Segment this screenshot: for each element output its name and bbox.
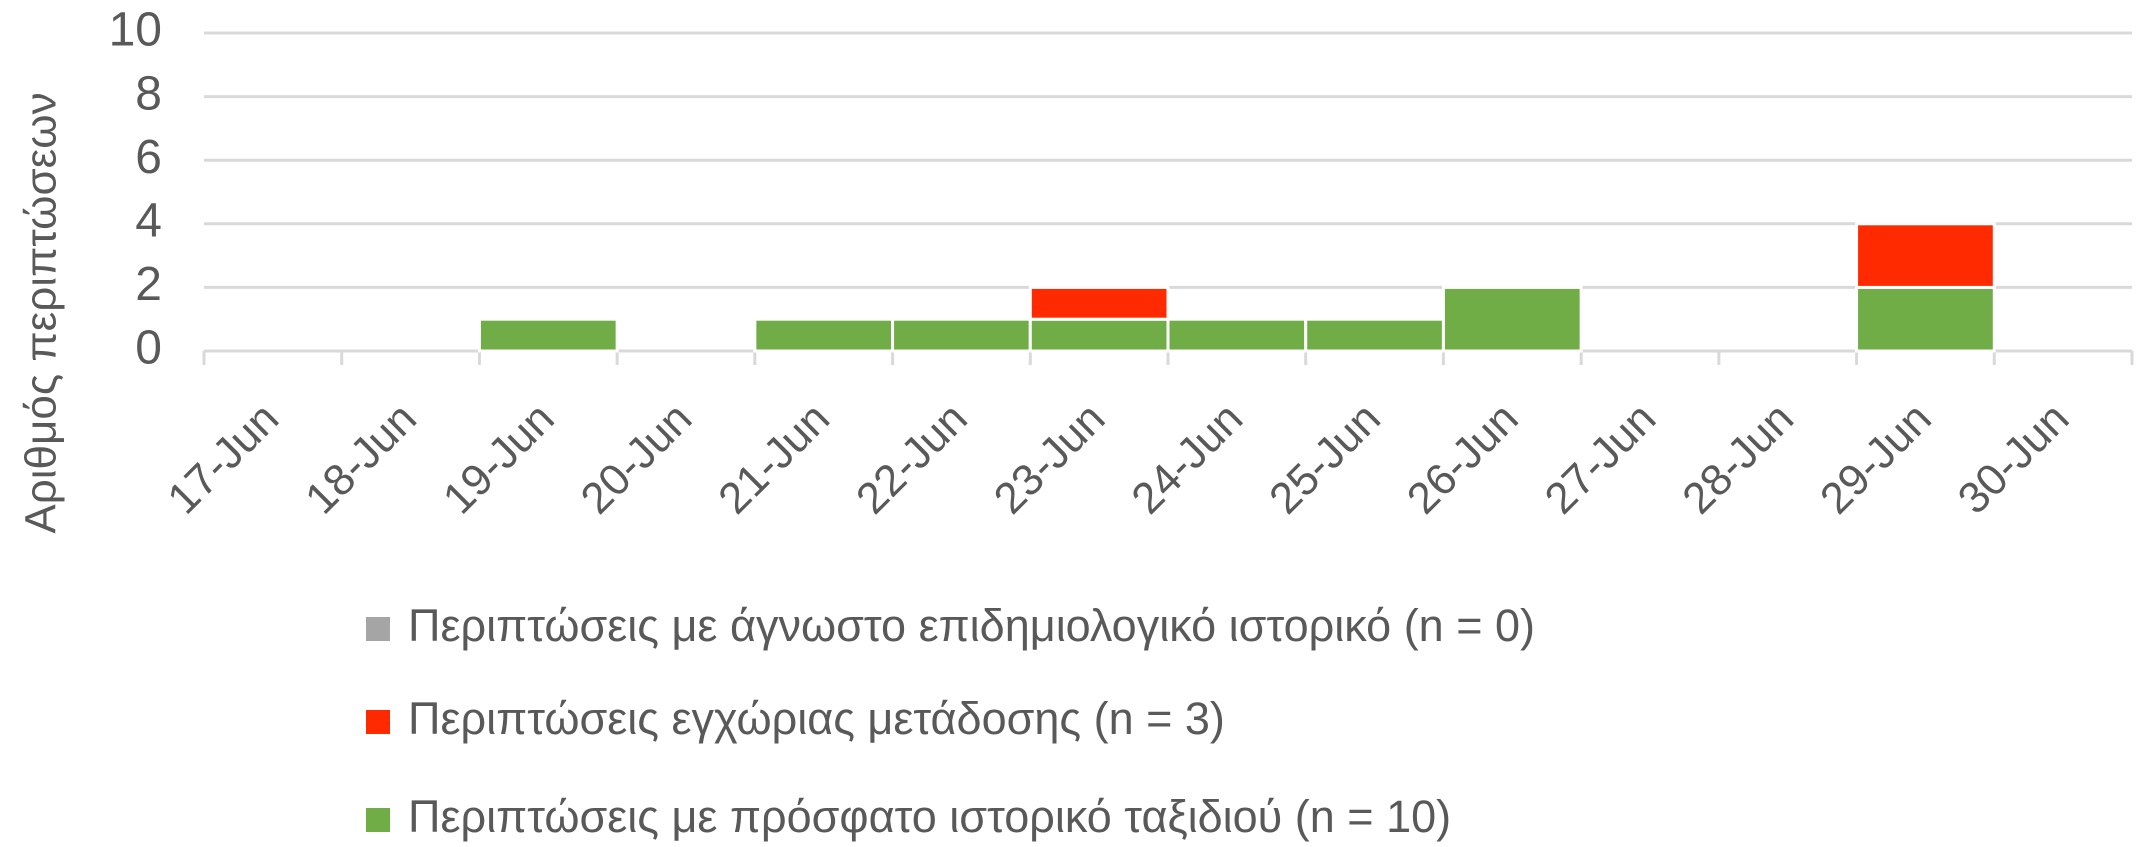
x-tick-label: 24-Jun xyxy=(1122,394,1252,524)
y-axis-label: Αριθμός περιπτώσεων xyxy=(17,92,66,533)
bar-segment xyxy=(1028,285,1170,321)
x-tick-label: 17-Jun xyxy=(158,394,288,524)
bar-segment xyxy=(477,317,619,353)
legend-swatch xyxy=(366,808,390,832)
x-tick-label: 22-Jun xyxy=(847,394,977,524)
y-tick-label: 4 xyxy=(135,194,162,247)
x-tick-label: 26-Jun xyxy=(1398,394,1528,524)
legend-swatch xyxy=(366,710,390,734)
bar-segment xyxy=(1855,285,1996,353)
y-tick-label: 8 xyxy=(135,67,162,120)
y-tick-label: 2 xyxy=(135,258,162,311)
bar-segment xyxy=(1304,317,1445,353)
bar-segment xyxy=(753,317,895,353)
x-tick-label: 18-Jun xyxy=(296,394,426,524)
y-tick-label: 10 xyxy=(109,4,162,57)
bar-segment xyxy=(1441,285,1583,353)
x-tick-label: 23-Jun xyxy=(985,394,1115,524)
y-tick-label: 6 xyxy=(135,131,162,184)
legend-label: Περιπτώσεις με άγνωστο επιδημιολογικό ισ… xyxy=(408,600,1535,651)
legend-label: Περιπτώσεις εγχώριας μετάδοσης (n = 3) xyxy=(408,693,1225,744)
x-tick-label: 20-Jun xyxy=(572,394,702,524)
bar-segment xyxy=(891,317,1032,353)
y-tick-label: 0 xyxy=(135,322,162,375)
x-tick-label: 19-Jun xyxy=(434,394,564,524)
bar-segment xyxy=(1855,222,1996,289)
x-tick-label: 25-Jun xyxy=(1260,394,1390,524)
bar-segment xyxy=(1166,317,1308,353)
x-tick-label: 27-Jun xyxy=(1536,394,1666,524)
x-tick-label: 28-Jun xyxy=(1673,394,1803,524)
x-tick-label: 29-Jun xyxy=(1811,394,1941,524)
bar-segment xyxy=(1028,317,1170,353)
x-tick-label: 21-Jun xyxy=(709,394,839,524)
legend-swatch xyxy=(366,617,390,641)
x-tick-label: 30-Jun xyxy=(1949,394,2079,524)
legend-label: Περιπτώσεις με πρόσφατο ιστορικό ταξιδιο… xyxy=(408,791,1451,842)
